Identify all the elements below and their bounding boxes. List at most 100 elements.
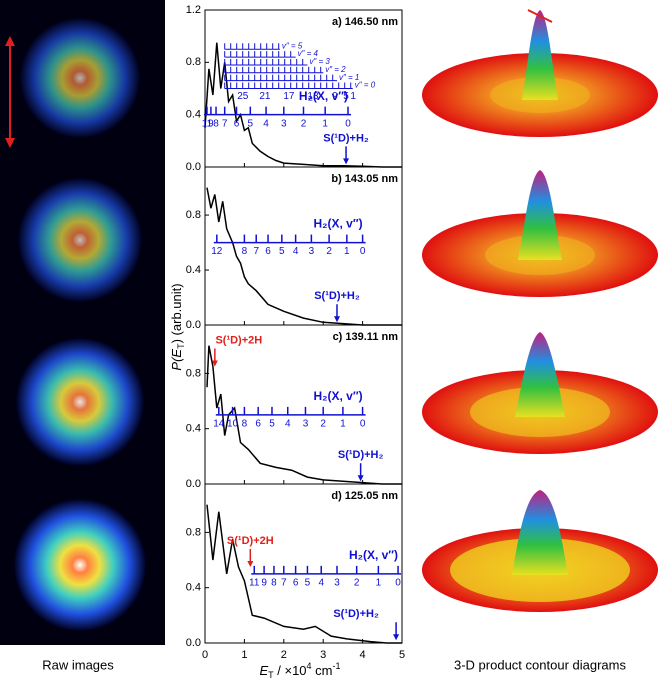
ladder-label: 3 <box>334 578 340 589</box>
upper-ladder-label: v″ = 5 <box>282 41 303 50</box>
y-tick-label: 0.8 <box>186 56 201 68</box>
y-tick-label: 0.0 <box>186 478 201 490</box>
ladder-label: 5 <box>305 578 311 589</box>
label-part: 4 <box>307 661 312 671</box>
ladder-label: 4 <box>318 578 324 589</box>
ladder-label: 4 <box>285 419 291 430</box>
ladder-label: 0 <box>395 578 401 589</box>
label-part: P(E <box>169 349 184 371</box>
panel-title: a) 146.50 nm <box>332 16 398 28</box>
plot-frame <box>204 166 403 326</box>
label-part: ) (arb.unit) <box>169 283 184 343</box>
y-tick-label: 0.8 <box>186 367 201 379</box>
y-tick-label: 0.4 <box>186 109 201 121</box>
y-tick-label: 0.8 <box>186 209 201 221</box>
ladder-label: 5 <box>248 118 254 129</box>
ladder-label: 2 <box>320 419 326 430</box>
ladder-label: 6 <box>255 419 261 430</box>
ladder-label: 6 <box>265 246 271 257</box>
arrow-head <box>247 560 254 567</box>
upper-ladder-number: 17 <box>283 91 295 102</box>
data-line <box>206 345 402 485</box>
ladder-label: 8 <box>271 578 277 589</box>
ladder-label: 7 <box>253 246 259 257</box>
y-tick-label: 0.0 <box>186 637 201 649</box>
ladder-label: 3 <box>309 246 315 257</box>
ladder-label: 12 <box>211 246 223 257</box>
y-tick-label: 0.0 <box>186 319 201 331</box>
ladder-label: 9 <box>208 118 214 129</box>
polarization-arrow <box>527 9 553 23</box>
ladder-label: 2 <box>326 246 332 257</box>
caption: 3-D product contour diagrams <box>454 657 626 672</box>
y-tick-label: 0.4 <box>186 582 201 594</box>
upper-ladder-number: 13 <box>307 91 319 102</box>
arrow-head <box>211 360 218 367</box>
annotation-text: S(¹D)+H₂ <box>314 290 360 302</box>
x-tick-label: 3 <box>320 649 326 661</box>
annotation-text: S(¹D)+H₂ <box>338 449 384 461</box>
upper-ladder-number: 21 <box>259 91 271 102</box>
x-tick-label: 0 <box>202 649 208 661</box>
ladder-label: 6 <box>293 578 299 589</box>
ladder-label: 8 <box>213 118 219 129</box>
x-tick-label: 4 <box>360 649 366 661</box>
ladder-label: 0 <box>360 246 366 257</box>
ladder-label: 7 <box>222 118 228 129</box>
ladder-title: H₂(X, v″) <box>299 89 348 103</box>
y-axis-label: P(ET) (arb.unit) <box>169 283 186 370</box>
label-part: T <box>176 343 186 349</box>
ladder-label: 10 <box>227 419 239 430</box>
caption: Raw images <box>42 657 114 672</box>
arrow-head <box>357 475 364 482</box>
ladder-label: 3 <box>281 118 287 129</box>
upper-ladder-number: 25 <box>237 91 249 102</box>
ladder-label: 4 <box>293 246 299 257</box>
ladder-label: 11 <box>249 578 260 589</box>
ladder-label: 8 <box>242 419 248 430</box>
annotation-text: S(¹D)+2H <box>215 334 262 346</box>
y-tick-label: 0.0 <box>186 161 201 173</box>
ladder-label: 7 <box>281 578 287 589</box>
label-part: E <box>259 663 268 678</box>
label-part: -1 <box>333 661 341 671</box>
ladder-label: 0 <box>360 419 366 430</box>
data-line <box>206 504 402 644</box>
label-part: T <box>268 670 274 680</box>
plot-frame <box>204 483 403 644</box>
ladder-label: 1 <box>340 419 346 430</box>
ladder-label: 1 <box>322 118 328 129</box>
y-tick-label: 0.8 <box>186 526 201 538</box>
ladder-label: 5 <box>269 419 275 430</box>
upper-ladder-label: v″ = 2 <box>325 65 346 74</box>
ladder-label: 5 <box>279 246 285 257</box>
panel-title: d) 125.05 nm <box>331 490 398 502</box>
ladder-label: 9 <box>261 578 267 589</box>
x-tick-label: 2 <box>281 649 287 661</box>
label-part: / ×10 <box>274 663 307 678</box>
panel-title: c) 139.11 nm <box>333 331 399 343</box>
arrow-head <box>393 634 400 641</box>
ladder-title: H₂(X, v″) <box>314 389 363 403</box>
ladder-label: 4 <box>263 118 269 129</box>
upper-ladder-number: 5 <box>343 91 349 102</box>
y-tick-label: 0.4 <box>186 264 201 276</box>
ladder-label: 2 <box>301 118 307 129</box>
ladder-label: 2 <box>354 578 360 589</box>
raw-image <box>14 499 146 631</box>
upper-ladder-number: 1 <box>350 91 356 102</box>
annotation-text: S(¹D)+H₂ <box>333 608 379 620</box>
ladder-label: 1 <box>376 578 382 589</box>
upper-ladder-label: v″ = 0 <box>355 81 376 90</box>
upper-ladder-label: v″ = 4 <box>298 49 319 58</box>
raw-images <box>0 0 165 645</box>
ladder-label: 11 <box>202 118 213 129</box>
panel-title: b) 143.05 nm <box>331 173 398 185</box>
x-tick-label: 1 <box>241 649 247 661</box>
arrow-head <box>333 316 340 323</box>
ladder-label: 6 <box>234 118 240 129</box>
x-axis-label: ET / ×104 cm-1 <box>259 661 340 680</box>
annotation-text: S(¹D)+H₂ <box>323 132 369 144</box>
ladder-label: 14 <box>213 419 225 430</box>
